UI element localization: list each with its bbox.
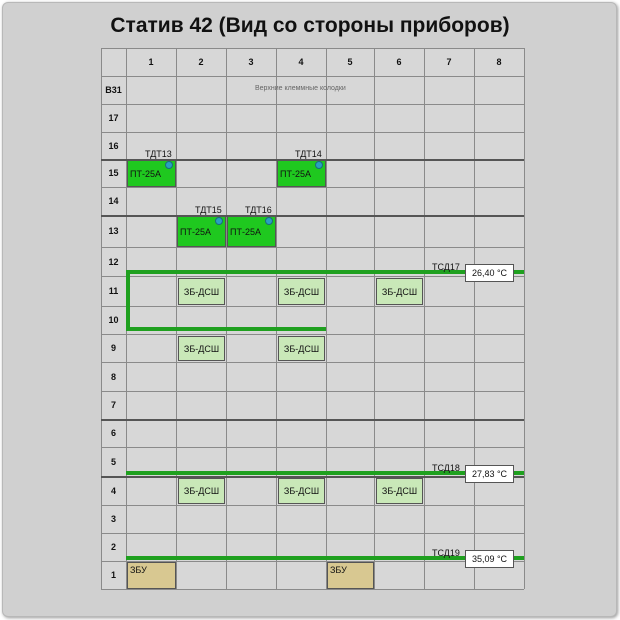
zb-dsh-device[interactable]: ЗБ-ДСШ (178, 278, 225, 305)
device-tag: ТДТ14 (295, 149, 322, 159)
zb-dsh-device[interactable]: ЗБ-ДСШ (376, 478, 423, 504)
grid-hline (101, 306, 524, 307)
column-header: 4 (298, 57, 304, 67)
temperature-readout[interactable]: 26,40 °C (465, 264, 514, 282)
grid-vline (474, 48, 475, 589)
grid-hline (101, 215, 524, 217)
row-header: 16 (108, 140, 119, 151)
grid-background (101, 48, 524, 589)
grid-hline (101, 276, 524, 277)
grid-hline (101, 187, 524, 188)
row-header: 12 (108, 256, 119, 267)
column-header: 5 (347, 57, 353, 67)
sensor-dot-icon (265, 217, 273, 225)
grid-vline (374, 48, 375, 589)
grid-hline (101, 476, 524, 478)
column-header: 1 (148, 57, 154, 67)
column-header: 6 (396, 57, 402, 67)
grid-hline (101, 334, 524, 335)
grid-hline (101, 132, 524, 133)
sensor-dot-icon (215, 217, 223, 225)
bus-line (126, 270, 524, 274)
row-header: 11 (108, 286, 119, 296)
zb-dsh-device[interactable]: ЗБ-ДСШ (178, 478, 225, 504)
grid-vline (524, 48, 525, 589)
row-header: 3 (110, 514, 116, 524)
grid-hline (101, 533, 524, 534)
row-header: 13 (108, 226, 119, 236)
temperature-readout[interactable]: 27,83 °C (465, 465, 514, 483)
sensor-dot-icon (165, 161, 173, 169)
bus-line (126, 327, 326, 331)
column-header: 8 (496, 57, 502, 67)
row-header: 6 (110, 428, 116, 438)
grid-vline (276, 48, 277, 589)
grid-hline (101, 447, 524, 448)
sensor-dot-icon (315, 161, 323, 169)
top-terminal-note: Верхние клеммные колодки (255, 85, 346, 92)
zb-dsh-device[interactable]: ЗБ-ДСШ (278, 278, 325, 305)
grid-vline (326, 48, 327, 589)
bus-line (126, 270, 130, 330)
column-header: 7 (446, 57, 452, 67)
grid-hline (101, 505, 524, 506)
bus-line (126, 471, 524, 475)
device-tag: ТДТ16 (245, 205, 272, 215)
grid-vline (226, 48, 227, 589)
zbu-device[interactable]: ЗБУ (127, 562, 176, 589)
row-header: 10 (108, 315, 119, 325)
zb-dsh-device[interactable]: ЗБ-ДСШ (376, 278, 423, 305)
grid-hline (101, 561, 524, 562)
zb-dsh-device[interactable]: ЗБ-ДСШ (278, 336, 325, 361)
sensor-tag: ТСД17 (432, 262, 460, 272)
row-header: 17 (108, 113, 119, 123)
grid-hline (101, 48, 524, 49)
device-tag: ТДТ13 (145, 149, 172, 159)
device-tag: ТДТ15 (195, 205, 222, 215)
sensor-tag: ТСД19 (432, 548, 460, 558)
grid-hline (101, 247, 524, 248)
row-header: 4 (110, 485, 116, 496)
column-header: 3 (248, 57, 254, 67)
grid-hline (101, 104, 524, 105)
row-header: 1 (110, 570, 116, 580)
grid-vline (101, 48, 102, 589)
row-header: 15 (108, 168, 119, 178)
row-header: 9 (110, 343, 116, 353)
zb-dsh-device[interactable]: ЗБ-ДСШ (178, 336, 225, 361)
sensor-tag: ТСД18 (432, 463, 460, 473)
grid-hline (101, 419, 524, 421)
row-header: 7 (110, 400, 116, 410)
row-header: 8 (110, 371, 116, 382)
temperature-readout[interactable]: 35,09 °C (465, 550, 514, 568)
row-header: В31 (105, 85, 122, 95)
grid-hline (101, 391, 524, 392)
grid-vline (424, 48, 425, 589)
bus-line (126, 556, 524, 560)
grid-hline (101, 362, 524, 363)
column-header: 2 (198, 57, 204, 67)
zbu-device[interactable]: ЗБУ (327, 562, 374, 589)
row-header: 14 (108, 196, 119, 206)
grid-vline (176, 48, 177, 589)
zb-dsh-device[interactable]: ЗБ-ДСШ (278, 478, 325, 504)
grid-hline (101, 76, 524, 77)
row-header: 5 (110, 456, 116, 467)
grid-hline (101, 589, 524, 590)
page-title: Статив 42 (Вид со стороны приборов) (110, 14, 510, 37)
row-header: 2 (110, 542, 116, 552)
